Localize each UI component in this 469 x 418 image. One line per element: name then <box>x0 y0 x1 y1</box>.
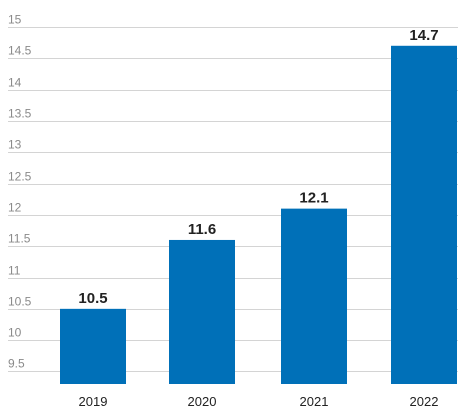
y-tick-label: 13 <box>8 138 22 152</box>
data-label: 14.7 <box>409 27 438 44</box>
y-tick-label: 10 <box>8 326 22 340</box>
data-label: 11.6 <box>188 221 216 238</box>
bar-2021 <box>281 208 347 384</box>
y-tick-label: 10.5 <box>8 295 32 309</box>
x-axis-category-labels: 2019 2020 2021 2022 <box>79 394 439 409</box>
x-category-label: 2020 <box>188 394 217 409</box>
y-tick-label: 11.5 <box>8 232 31 246</box>
y-tick-label: 11 <box>8 264 21 278</box>
y-tick-label: 14 <box>8 76 22 90</box>
y-tick-label: 12 <box>8 201 22 215</box>
y-tick-label: 12.5 <box>8 170 32 184</box>
data-label: 10.5 <box>78 290 107 307</box>
y-tick-label: 9.5 <box>8 357 25 371</box>
y-axis-tick-labels: 9.5 10 10.5 11 11.5 12 12.5 13 13.5 14 14.5 15 <box>8 13 32 371</box>
y-tick-label: 14.5 <box>8 44 32 58</box>
data-labels: 10.5 11.6 12.1 14.7 <box>78 27 438 307</box>
bar-2020 <box>169 239 235 384</box>
x-category-label: 2021 <box>300 394 329 409</box>
y-tick-label: 15 <box>8 13 22 27</box>
y-tick-label: 13.5 <box>8 107 32 121</box>
x-category-label: 2019 <box>79 394 108 409</box>
bars <box>60 45 457 384</box>
bar-2019 <box>60 308 126 384</box>
bar-2022 <box>391 45 457 384</box>
x-category-label: 2022 <box>410 394 439 409</box>
data-label: 12.1 <box>299 190 328 207</box>
